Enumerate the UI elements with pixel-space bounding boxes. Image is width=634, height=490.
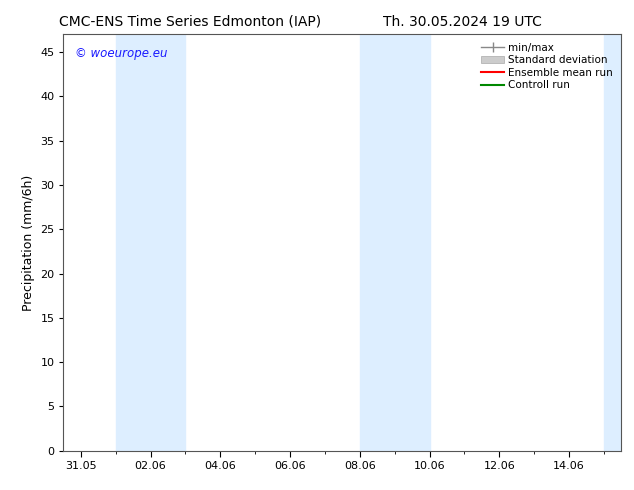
Legend: min/max, Standard deviation, Ensemble mean run, Controll run: min/max, Standard deviation, Ensemble me… — [478, 40, 616, 94]
Text: Th. 30.05.2024 19 UTC: Th. 30.05.2024 19 UTC — [384, 15, 542, 29]
Bar — [604, 34, 621, 451]
Text: CMC-ENS Time Series Edmonton (IAP): CMC-ENS Time Series Edmonton (IAP) — [59, 15, 321, 29]
Y-axis label: Precipitation (mm/6h): Precipitation (mm/6h) — [22, 174, 35, 311]
Bar — [116, 34, 185, 451]
Text: © woeurope.eu: © woeurope.eu — [75, 47, 167, 60]
Bar — [359, 34, 429, 451]
